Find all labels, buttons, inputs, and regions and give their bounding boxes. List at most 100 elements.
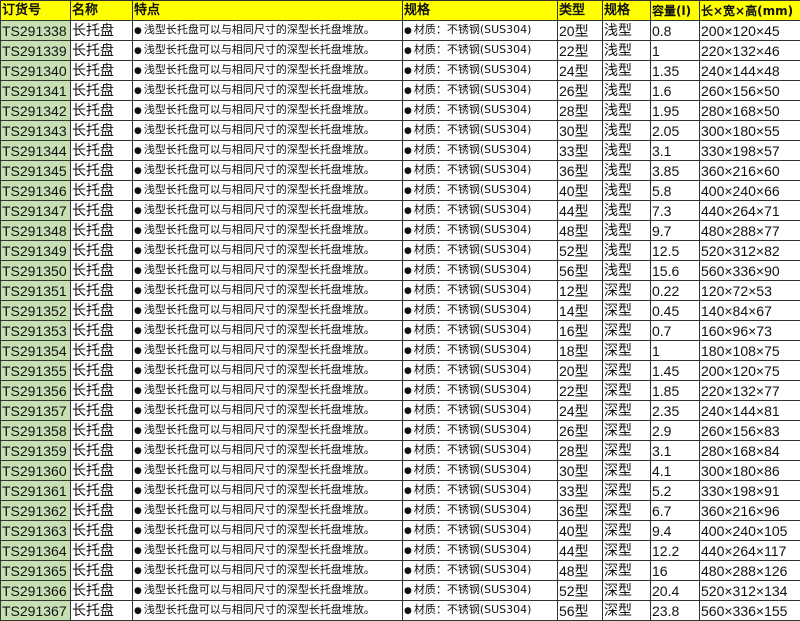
feature-cell: ●浅型长托盘可以与相同尺寸的深型长托盘堆放。 [133,241,403,261]
name-cell: 长托盘 [71,461,133,481]
name-cell: 长托盘 [71,81,133,101]
dimension-cell: 120×72×53 [700,281,800,301]
spec-cell: ●材质：不锈钢(SUS304) [403,61,558,81]
capacity-cell: 3.85 [651,161,700,181]
spec-cell: ●材质：不锈钢(SUS304) [403,341,558,361]
spec-cell: ●材质：不锈钢(SUS304) [403,281,558,301]
type-cell: 40型 [558,181,603,201]
bullet-icon: ● [134,546,142,556]
type-cell: 18型 [558,341,603,361]
bullet-icon: ● [134,426,142,436]
type-cell: 24型 [558,401,603,421]
depth-cell: 深型 [603,281,651,301]
bullet-icon: ● [404,526,412,536]
cell-text: 浅型长托盘可以与相同尺寸的深型长托盘堆放。 [144,103,375,116]
cell-text: 材质：不锈钢(SUS304) [414,383,532,396]
spec-cell: ●材质：不锈钢(SUS304) [403,601,558,621]
depth-cell: 浅型 [603,81,651,101]
depth-cell: 浅型 [603,161,651,181]
name-cell: 长托盘 [71,601,133,621]
name-cell: 长托盘 [71,201,133,221]
cell-text: 浅型长托盘可以与相同尺寸的深型长托盘堆放。 [144,583,375,596]
bullet-icon: ● [404,26,412,36]
name-cell: 长托盘 [71,361,133,381]
capacity-cell: 23.8 [651,601,700,621]
cell-text: 浅型长托盘可以与相同尺寸的深型长托盘堆放。 [144,463,375,476]
order-no-cell: TS291339 [1,41,71,61]
name-cell: 长托盘 [71,581,133,601]
order-no-cell: TS291345 [1,161,71,181]
order-no-cell: TS291367 [1,601,71,621]
feature-cell: ●浅型长托盘可以与相同尺寸的深型长托盘堆放。 [133,141,403,161]
depth-cell: 浅型 [603,221,651,241]
capacity-cell: 9.7 [651,221,700,241]
type-cell: 44型 [558,541,603,561]
name-cell: 长托盘 [71,401,133,421]
type-cell: 44型 [558,201,603,221]
header-spec: 规格 [403,1,558,21]
feature-cell: ●浅型长托盘可以与相同尺寸的深型长托盘堆放。 [133,541,403,561]
order-no-cell: TS291366 [1,581,71,601]
bullet-icon: ● [404,166,412,176]
cell-text: 浅型长托盘可以与相同尺寸的深型长托盘堆放。 [144,503,375,516]
capacity-cell: 1.85 [651,381,700,401]
type-cell: 52型 [558,241,603,261]
order-no-cell: TS291347 [1,201,71,221]
type-cell: 22型 [558,381,603,401]
cell-text: 浅型长托盘可以与相同尺寸的深型长托盘堆放。 [144,283,375,296]
type-cell: 20型 [558,21,603,41]
cell-text: 材质：不锈钢(SUS304) [414,483,532,496]
name-cell: 长托盘 [71,341,133,361]
bullet-icon: ● [404,406,412,416]
dimension-cell: 220×132×46 [700,41,800,61]
order-no-cell: TS291360 [1,461,71,481]
name-cell: 长托盘 [71,521,133,541]
depth-cell: 深型 [603,441,651,461]
bullet-icon: ● [134,586,142,596]
order-no-cell: TS291343 [1,121,71,141]
bullet-icon: ● [404,206,412,216]
name-cell: 长托盘 [71,41,133,61]
feature-cell: ●浅型长托盘可以与相同尺寸的深型长托盘堆放。 [133,301,403,321]
order-no-cell: TS291348 [1,221,71,241]
name-cell: 长托盘 [71,481,133,501]
capacity-cell: 12.2 [651,541,700,561]
cell-text: 材质：不锈钢(SUS304) [414,363,532,376]
depth-cell: 深型 [603,321,651,341]
cell-text: 浅型长托盘可以与相同尺寸的深型长托盘堆放。 [144,543,375,556]
capacity-cell: 5.8 [651,181,700,201]
bullet-icon: ● [404,506,412,516]
feature-cell: ●浅型长托盘可以与相同尺寸的深型长托盘堆放。 [133,561,403,581]
bullet-icon: ● [134,266,142,276]
bullet-icon: ● [134,66,142,76]
depth-cell: 深型 [603,301,651,321]
bullet-icon: ● [134,306,142,316]
cell-text: 浅型长托盘可以与相同尺寸的深型长托盘堆放。 [144,563,375,576]
name-cell: 长托盘 [71,281,133,301]
depth-cell: 浅型 [603,61,651,81]
order-no-cell: TS291362 [1,501,71,521]
cell-text: 材质：不锈钢(SUS304) [414,83,532,96]
type-cell: 28型 [558,101,603,121]
name-cell: 长托盘 [71,241,133,261]
capacity-cell: 16 [651,561,700,581]
capacity-cell: 12.5 [651,241,700,261]
spec-cell: ●材质：不锈钢(SUS304) [403,141,558,161]
feature-cell: ●浅型长托盘可以与相同尺寸的深型长托盘堆放。 [133,101,403,121]
cell-text: 浅型长托盘可以与相同尺寸的深型长托盘堆放。 [144,323,375,336]
feature-cell: ●浅型长托盘可以与相同尺寸的深型长托盘堆放。 [133,421,403,441]
cell-text: 浅型长托盘可以与相同尺寸的深型长托盘堆放。 [144,143,375,156]
header-capacity: 容量(l) [651,1,700,21]
cell-text: 材质：不锈钢(SUS304) [414,183,532,196]
capacity-cell: 1.35 [651,61,700,81]
name-cell: 长托盘 [71,21,133,41]
capacity-cell: 1.45 [651,361,700,381]
bullet-icon: ● [134,526,142,536]
type-cell: 33型 [558,141,603,161]
depth-cell: 浅型 [603,261,651,281]
